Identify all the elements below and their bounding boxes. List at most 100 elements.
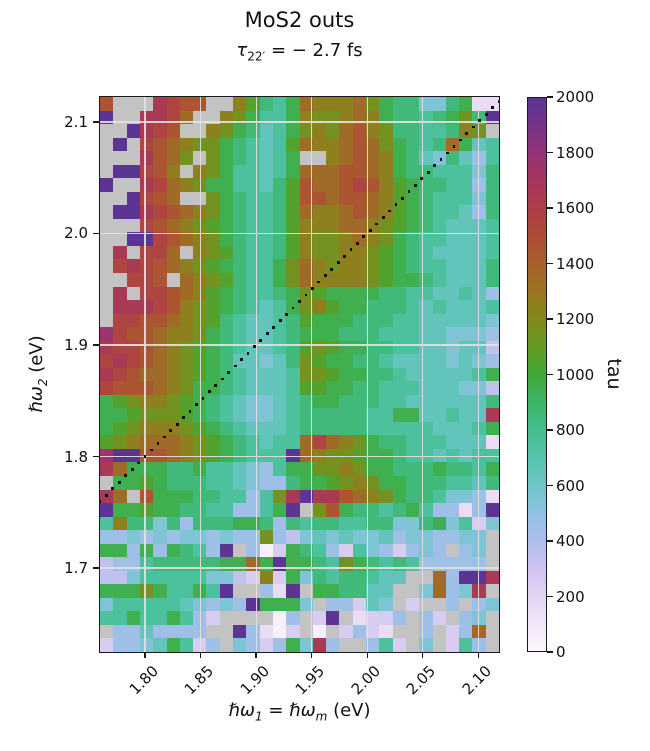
heatmap-cell <box>219 300 234 315</box>
heatmap-cell <box>179 597 194 612</box>
heatmap-cell <box>193 313 207 328</box>
heatmap-cell <box>485 530 500 545</box>
heatmap-cell <box>366 327 380 342</box>
heatmap-cell <box>352 557 367 572</box>
heatmap-cell <box>419 611 434 626</box>
heatmap-cell <box>286 381 301 396</box>
heatmap-cell <box>472 313 487 328</box>
heatmap-cell <box>312 638 327 653</box>
heatmap-cell <box>286 327 301 342</box>
heatmap-cell <box>206 137 221 152</box>
heatmap-cell <box>459 462 473 477</box>
heatmap-cell <box>485 638 500 653</box>
heatmap-cell <box>405 394 420 409</box>
heatmap-cell <box>206 245 221 261</box>
heatmap-cell <box>299 124 314 139</box>
heatmap-cell <box>246 259 261 274</box>
heatmap-cell <box>233 503 247 518</box>
heatmap-cell <box>339 394 354 409</box>
heatmap-cell <box>259 272 274 288</box>
heatmap-cell <box>100 408 114 423</box>
heatmap-cell <box>312 611 327 626</box>
heatmap-cell <box>153 272 168 288</box>
heatmap-cell <box>445 611 460 626</box>
heatmap-cell <box>113 408 128 423</box>
heatmap-cell <box>246 272 261 288</box>
heatmap-cell <box>246 516 261 531</box>
heatmap-cell <box>233 259 247 274</box>
heatmap-cell <box>379 300 394 315</box>
heatmap-cell <box>472 124 487 139</box>
heatmap-cell <box>432 462 447 477</box>
heatmap-cell <box>272 489 287 504</box>
heatmap-cell <box>166 151 181 166</box>
heatmap-cell <box>419 178 434 193</box>
heatmap-cell <box>432 245 447 261</box>
heatmap-cell <box>405 543 420 558</box>
heatmap-cell <box>312 97 327 112</box>
heatmap-cell <box>326 232 340 247</box>
heatmap-cell <box>126 124 141 139</box>
heatmap-cell <box>472 340 487 355</box>
heatmap-cell <box>339 448 354 464</box>
heatmap-cell <box>326 259 340 274</box>
heatmap-cell <box>286 124 301 139</box>
heatmap-cell <box>419 381 434 396</box>
heatmap-cell <box>485 489 500 504</box>
heatmap-cell <box>299 300 314 315</box>
heatmap-cell <box>392 286 407 301</box>
heatmap-cell <box>459 272 473 288</box>
heatmap-cell <box>286 300 301 315</box>
heatmap-cell <box>485 624 500 640</box>
heatmap-cell <box>472 137 487 152</box>
heatmap-cell <box>219 232 234 247</box>
heatmap-cell <box>366 313 380 328</box>
colorbar-tickmark <box>547 151 553 154</box>
heatmap-cell <box>246 448 261 464</box>
heatmap-cell <box>299 394 314 409</box>
heatmap-cell <box>219 367 234 382</box>
heatmap-cell <box>259 232 274 247</box>
heatmap-cell <box>392 313 407 328</box>
heatmap-cell <box>113 489 128 504</box>
heatmap-cell <box>113 516 128 531</box>
heatmap-cell <box>459 503 473 518</box>
heatmap-cell <box>339 381 354 396</box>
heatmap-cell <box>113 218 128 233</box>
heatmap-cell <box>286 245 301 261</box>
heatmap-cell <box>246 137 261 152</box>
heatmap-cell <box>392 151 407 166</box>
heatmap-cell <box>259 151 274 166</box>
heatmap-cell <box>193 489 207 504</box>
heatmap-cell <box>405 272 420 288</box>
heatmap-cell <box>432 408 447 423</box>
heatmap-cell <box>419 530 434 545</box>
heatmap-cell <box>419 164 434 179</box>
heatmap-cell <box>312 218 327 233</box>
heatmap-cell <box>193 354 207 369</box>
heatmap-cell <box>472 543 487 558</box>
heatmap-cell <box>219 516 234 531</box>
heatmap-cell <box>126 218 141 233</box>
heatmap-cell <box>126 354 141 369</box>
heatmap-cell <box>485 232 500 247</box>
heatmap-cell <box>459 340 473 355</box>
heatmap-cell <box>206 232 221 247</box>
heatmap-cell <box>272 286 287 301</box>
heatmap-cell <box>472 164 487 179</box>
heatmap-cell <box>432 164 447 179</box>
heatmap-cell <box>179 178 194 193</box>
heatmap-cell <box>299 421 314 436</box>
x-tickmark <box>255 652 257 658</box>
heatmap-cell <box>272 151 287 166</box>
heatmap-cell <box>485 394 500 409</box>
heatmap-cell <box>485 272 500 288</box>
heatmap-cell <box>419 503 434 518</box>
heatmap-cell <box>206 151 221 166</box>
heatmap-cell <box>166 584 181 599</box>
heatmap-cell <box>166 218 181 233</box>
heatmap-cell <box>166 394 181 409</box>
heatmap-cell <box>206 340 221 355</box>
heatmap-cell <box>312 151 327 166</box>
heatmap-cell <box>259 367 274 382</box>
